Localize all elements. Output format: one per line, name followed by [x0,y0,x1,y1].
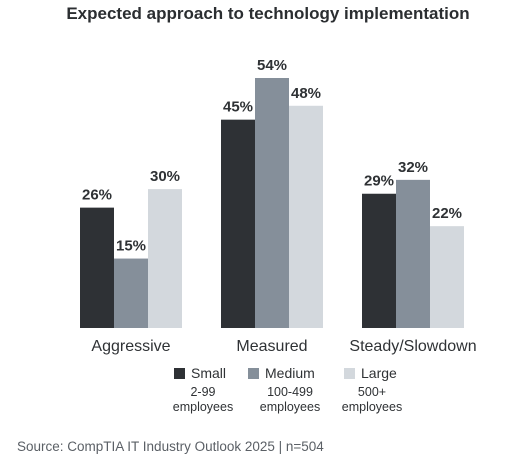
legend-sublabel-large: 500+ employees [342,385,402,414]
data-label-steady-slowdown-small: 29% [364,173,394,190]
legend: Small 2-99 employees Medium 100-499 employees… [173,365,402,414]
data-label-aggressive-small: 26% [82,187,112,204]
legend-swatch-small [174,368,185,379]
bar-steady-slowdown-medium [396,179,430,328]
category-label-aggressive: Aggressive [91,338,170,355]
data-label-measured-small: 45% [223,99,253,116]
bar-measured-small [221,119,255,329]
source-note: Source: CompTIA IT Industry Outlook 2025… [17,439,324,454]
bar-steady-slowdown-small [362,193,396,328]
data-label-measured-large: 48% [291,85,321,102]
legend-label-medium: Medium [265,365,315,381]
legend-label-large: Large [361,365,397,381]
category-label-measured: Measured [236,338,307,355]
bar-steady-slowdown-large [430,226,464,328]
bar-aggressive-large [148,189,182,328]
legend-swatch-medium [248,368,259,379]
legend-sublabel-small: 2-99 employees [173,385,233,414]
data-label-aggressive-large: 30% [150,168,180,185]
plot-area: 26% 15% 30% Aggressive 45% 54%48% Measured 29%3… [80,57,477,355]
data-label-steady-slowdown-medium: 32% [398,159,428,176]
category-label-steady-slowdown: Steady/Slowdown [349,338,476,355]
data-label-measured-medium: 54% [257,57,287,74]
bar-measured-large [289,105,323,329]
legend-label-small: Small [191,365,226,381]
legend-swatch-large [344,368,355,379]
bar-aggressive-small [80,207,114,328]
bar-measured-medium [255,78,289,328]
legend-sublabel-medium: 100-499 employees [260,385,320,414]
bar-aggressive-medium [114,258,148,328]
chart-title: Expected approach to technology implemen… [66,4,469,23]
data-label-steady-slowdown-large: 22% [432,205,462,222]
data-label-aggressive-medium: 15% [116,238,146,255]
